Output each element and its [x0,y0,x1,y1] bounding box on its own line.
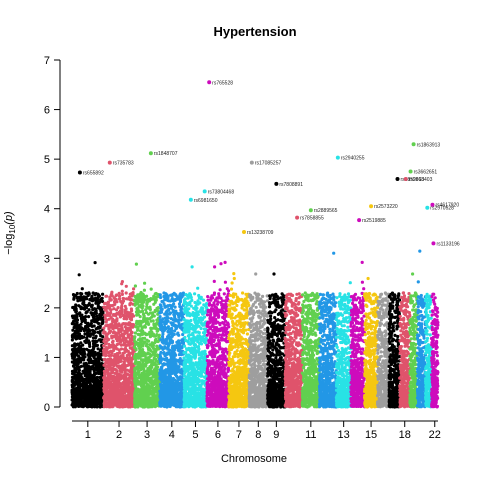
snp-label: rs7858855 [300,216,324,222]
snp-points [247,272,270,409]
snp-points [334,281,353,409]
y-axis-label-main: −log [3,234,15,255]
snp-point [408,169,413,174]
x-tick-label: 22 [429,429,441,441]
snp-point [369,204,374,209]
snp-points [363,276,380,409]
snp-label: rs735783 [113,161,134,167]
snp-point [308,208,313,213]
snp-label: rs2573220 [374,204,398,210]
snp-points [423,292,433,409]
points-layer [70,249,440,409]
snp-label: rs2889565 [314,208,338,214]
snp-label: rs1133196 [436,241,459,247]
y-axis-ticks: 0 1 2 3 4 5 6 7 [44,55,60,414]
y-tick-label: 0 [44,402,50,414]
y-tick-label: 4 [44,204,50,216]
snp-points [182,265,209,409]
snp-points [283,292,304,409]
y-axis-label-tail: (p) [3,211,15,225]
snp-points [205,260,231,409]
snp-point [411,142,416,147]
y-tick-label: 1 [44,352,50,364]
snp-points [158,291,186,409]
snp-point [77,170,82,175]
snp-point [249,160,254,165]
snp-label: rs2968403 [409,177,433,183]
x-tick-label: 11 [305,429,316,441]
x-tick-label: 3 [144,429,150,441]
snp-point [430,202,435,207]
snp-points [102,280,137,409]
snp-label: rs3662651 [414,170,438,176]
y-axis-label-subscript: 10 [8,224,17,233]
y-axis-label: −log10(p) [3,211,17,255]
chart-title: Hypertension [213,24,296,39]
snp-point [207,80,212,85]
snp-label: rs765528 [212,80,233,86]
x-tick-label: 6 [215,429,221,441]
snp-points [70,261,106,409]
snp-label: rs655892 [83,171,104,177]
snp-point [148,151,153,156]
y-tick-label: 6 [44,105,50,117]
x-tick-label: 13 [338,429,350,441]
snp-label: rs1848707 [154,151,178,157]
snp-labels-layer: rs655892 rs735783 rs1848707 rs6981650 rs7380… [77,80,460,247]
snp-point [335,155,340,160]
snp-point [274,181,279,186]
snp-points [376,291,391,409]
x-tick-label: 4 [169,429,175,441]
snp-label: rs1859813 [401,177,425,183]
snp-label: rs17085257 [255,161,282,167]
snp-label: rs7808891 [279,182,303,188]
snp-point [295,215,300,220]
snp-point [425,205,430,210]
x-tick-label: 7 [236,429,242,441]
snp-points [415,249,428,409]
snp-point [395,176,400,181]
x-tick-label: 9 [273,429,279,441]
snp-points [317,251,338,409]
snp-label: rs13238709 [247,230,274,236]
snp-points [408,272,419,409]
snp-label: rs6981650 [194,198,218,204]
x-tick-label: 5 [192,429,198,441]
x-tick-label: 2 [116,429,122,441]
snp-point [188,197,193,202]
snp-label: rs2970528 [430,206,454,212]
snp-label: rs2940255 [341,156,365,162]
y-tick-label: 2 [44,303,50,315]
x-tick-label: 1 [85,429,91,441]
x-tick-label: 18 [399,429,411,441]
snp-point [403,176,408,181]
x-axis-ticks: 1 2 3 4 5 6 7 8 9 11 13 15 18 22 [85,421,441,441]
snp-points [132,262,162,409]
snp-points [300,291,321,409]
snp-label: rs73804468 [208,189,235,195]
snp-point [357,218,362,223]
y-tick-label: 5 [44,154,50,166]
snp-point [202,189,207,194]
snp-label: rs4617920 [435,203,459,209]
snp-label: rs1863913 [417,142,441,148]
snp-label: rs2519885 [362,218,386,224]
x-tick-label: 15 [365,429,377,441]
snp-points [429,292,440,409]
x-tick-label: 8 [255,429,261,441]
snp-points [266,272,287,409]
snp-point [107,160,112,165]
x-axis-label: Chromosome [221,453,287,465]
snp-points [227,272,251,409]
y-tick-label: 7 [44,55,50,67]
snp-points [387,291,402,409]
snp-point [242,230,247,235]
snp-points [349,260,367,409]
y-tick-label: 3 [44,253,50,265]
snp-point [431,241,436,246]
snp-points [398,291,412,409]
